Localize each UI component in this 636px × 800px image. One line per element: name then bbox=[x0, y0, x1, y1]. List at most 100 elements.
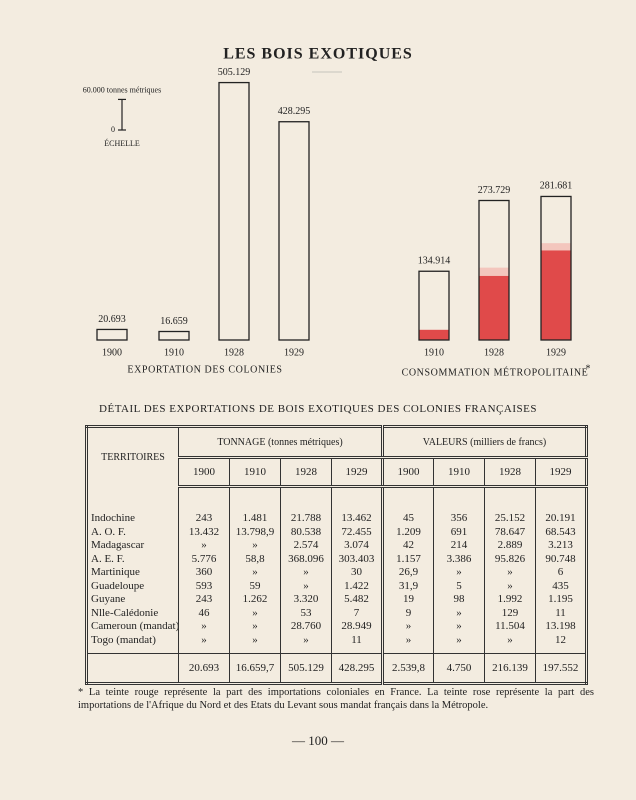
data-cell: Guadeloupe bbox=[91, 579, 145, 592]
header-cell: VALEURS (milliers de francs) bbox=[381, 426, 587, 459]
data-cell: 1.481 bbox=[229, 512, 281, 526]
spacer-cell bbox=[331, 647, 383, 654]
bar bbox=[96, 328, 128, 341]
spacer-cell bbox=[178, 486, 230, 512]
x-tick-label: 1900 bbox=[102, 347, 122, 358]
value-label: 505.129 bbox=[218, 67, 251, 78]
data-cell: » bbox=[484, 633, 536, 647]
data-cell: » bbox=[229, 606, 281, 620]
x-tick-label: 1928 bbox=[224, 347, 244, 358]
table-title: DÉTAIL DES EXPORTATIONS DE BOIS EXOTIQUE… bbox=[99, 403, 537, 415]
value-label: 20.693 bbox=[98, 314, 126, 325]
data-cell: 129 bbox=[484, 606, 536, 620]
data-cell: 356 bbox=[433, 512, 485, 526]
x-tick-label: 1929 bbox=[546, 347, 566, 358]
data-cell: 360 bbox=[178, 566, 230, 580]
total-cell: 16.659,7 bbox=[229, 653, 281, 684]
data-cell: » bbox=[381, 620, 434, 634]
data-cell: 435 bbox=[535, 579, 587, 593]
value-label: 281.681 bbox=[540, 181, 573, 192]
total-cell: 216.139 bbox=[484, 653, 536, 684]
data-cell: A. E. F. bbox=[91, 552, 125, 565]
data-cell: 1.422 bbox=[331, 579, 383, 593]
data-cell: 30 bbox=[331, 566, 383, 580]
bar-segment bbox=[479, 275, 509, 340]
total-cell bbox=[86, 653, 179, 684]
bar-segment bbox=[541, 250, 571, 340]
value-label: 16.659 bbox=[160, 316, 188, 327]
data-cell: » bbox=[229, 566, 281, 580]
data-cell: 9 bbox=[381, 606, 434, 620]
bar bbox=[218, 81, 250, 341]
bar bbox=[278, 121, 310, 341]
data-cell: » bbox=[178, 633, 230, 647]
spacer-cell bbox=[433, 647, 485, 654]
data-cell: Togo (mandat) bbox=[91, 633, 156, 646]
spacer-cell bbox=[178, 647, 230, 654]
data-cell: Nlle-Calédonie bbox=[91, 606, 159, 619]
total-cell: 20.693 bbox=[178, 653, 230, 684]
data-cell: 28.949 bbox=[331, 620, 383, 634]
spacer-row bbox=[87, 647, 587, 654]
page-title: LES BOIS EXOTIQUES bbox=[223, 46, 413, 63]
value-label: 134.914 bbox=[418, 256, 451, 267]
data-cell: 53 bbox=[280, 606, 332, 620]
data-cell: » bbox=[433, 566, 485, 580]
scale-title: ÉCHELLE bbox=[104, 138, 140, 148]
data-cell: 13.798,9 bbox=[229, 525, 281, 539]
data-cell: 1.209 bbox=[381, 525, 434, 539]
data-cell: A. O. F. bbox=[91, 525, 126, 538]
data-cell: » bbox=[484, 579, 536, 593]
table-wrap: TERRITOIRES TONNAGE (tonnes métriques) VAL… bbox=[85, 425, 588, 685]
header-cell: TERRITOIRES bbox=[101, 451, 165, 463]
header-row: TERRITOIRES TONNAGE (tonnes métriques) VAL… bbox=[87, 426, 587, 463]
bar bbox=[158, 330, 190, 341]
data-cell: 20.191 bbox=[535, 512, 587, 526]
header-cell: TONNAGE (tonnes métriques) bbox=[178, 426, 383, 459]
year-cell: 1929 bbox=[535, 457, 587, 488]
data-cell: 368.096 bbox=[280, 552, 332, 566]
data-cell: Indochine bbox=[91, 512, 135, 525]
data-cell: 1.157 bbox=[381, 552, 434, 566]
x-tick-label: 1928 bbox=[484, 347, 504, 358]
data-row: Togo (mandat)»»» 11»»» 12 bbox=[87, 633, 587, 647]
data-cell: 98 bbox=[433, 593, 485, 607]
data-cell: 11 bbox=[535, 606, 587, 620]
data-cell: 6 bbox=[535, 566, 587, 580]
spacer-cell bbox=[229, 486, 281, 512]
charts: LES BOIS EXOTIQUES 20.693 1900 16.659 1910 5… bbox=[83, 46, 591, 379]
data-row: Madagascar»» 2.574 3.074 42 214 2.889 3.213 bbox=[87, 539, 587, 553]
spacer-cell bbox=[229, 647, 281, 654]
data-cell: 3.386 bbox=[433, 552, 485, 566]
data-cell: » bbox=[433, 606, 485, 620]
data-cell: 1.195 bbox=[535, 593, 587, 607]
data-cell: 68.543 bbox=[535, 525, 587, 539]
page-number: — 100 — bbox=[292, 733, 344, 748]
data-row: Martinique 360»» 30 26,9»» 6 bbox=[87, 566, 587, 580]
total-cell: 428.295 bbox=[331, 653, 383, 684]
data-cell: 31,9 bbox=[381, 579, 434, 593]
spacer-cell bbox=[381, 486, 434, 512]
scale-label: 0 bbox=[111, 125, 115, 134]
spacer-cell bbox=[484, 647, 536, 654]
data-cell: 72.455 bbox=[331, 525, 383, 539]
total-cell: 197.552 bbox=[535, 653, 587, 684]
year-cell: 1900 bbox=[178, 457, 230, 488]
data-cell: 2.889 bbox=[484, 539, 536, 553]
data-cell: 90.748 bbox=[535, 552, 587, 566]
data-row: Guyane 243 1.262 3.320 5.482 19 98 1.992 1.195 bbox=[87, 593, 587, 607]
data-cell: » bbox=[433, 633, 485, 647]
data-cell: 95.826 bbox=[484, 552, 536, 566]
spacer-cell bbox=[280, 647, 332, 654]
data-cell: » bbox=[229, 620, 281, 634]
bar-segment bbox=[541, 243, 571, 251]
bar-segment bbox=[419, 329, 449, 340]
data-cell: 5.776 bbox=[178, 552, 230, 566]
spacer-cell bbox=[331, 486, 383, 512]
data-cell: » bbox=[229, 633, 281, 647]
data-cell: » bbox=[433, 620, 485, 634]
year-cell: 1928 bbox=[280, 457, 332, 488]
data-row: Cameroun (mandat)»» 28.760 28.949»» 11.504 1… bbox=[87, 620, 587, 634]
data-cell: » bbox=[229, 539, 281, 553]
data-cell: 21.788 bbox=[280, 512, 332, 526]
